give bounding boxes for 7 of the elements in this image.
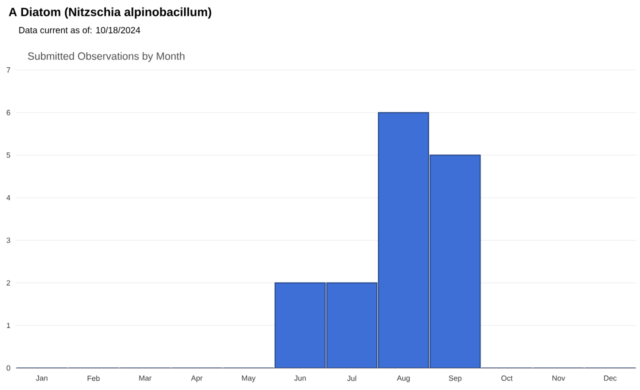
chart-subtitle: Data current as of: 10/18/2024 xyxy=(19,26,140,34)
bar xyxy=(274,282,326,368)
chart-title: A Diatom (Nitzschia alpinobacillum) xyxy=(8,7,212,19)
bar xyxy=(430,154,481,368)
bar xyxy=(378,112,430,368)
text: Submitted Observations by Month xyxy=(28,52,184,62)
bar xyxy=(326,282,378,368)
